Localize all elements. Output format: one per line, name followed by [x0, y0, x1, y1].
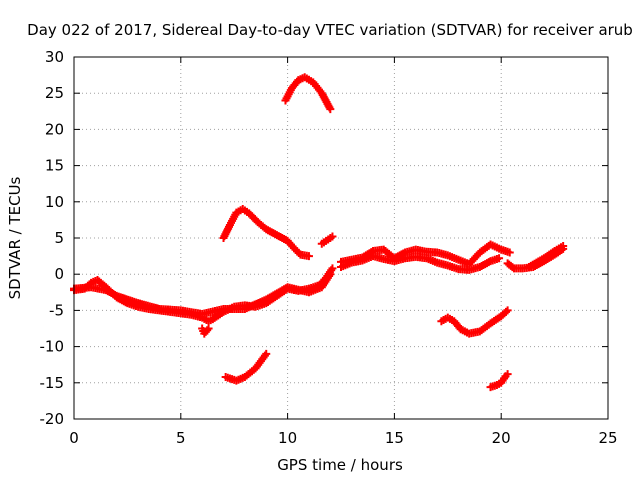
- y-tick-label: 20: [45, 120, 64, 138]
- y-tick-label: 15: [45, 157, 64, 175]
- x-tick-label: 10: [278, 429, 297, 447]
- data-point: [262, 349, 271, 358]
- data-point: [328, 264, 337, 273]
- data-point: [326, 105, 335, 114]
- x-tick-label: 20: [492, 429, 511, 447]
- grid: [74, 57, 608, 419]
- data-points: [70, 73, 568, 392]
- x-tick-label: 25: [598, 429, 617, 447]
- y-tick-label: 10: [45, 193, 64, 211]
- plot-frame: [73, 56, 609, 420]
- data-point: [508, 263, 517, 272]
- x-tick-label: 5: [176, 429, 186, 447]
- data-point: [503, 306, 512, 315]
- y-tick-label: 30: [45, 48, 64, 66]
- y-tick-label: -15: [40, 374, 65, 392]
- y-axis-label: SDTVAR / TECUs: [6, 176, 24, 299]
- data-point: [559, 241, 568, 250]
- x-tick-label: 15: [385, 429, 404, 447]
- y-tick-label: 0: [54, 265, 64, 283]
- y-tick-label: -10: [40, 338, 65, 356]
- chart-title: Day 022 of 2017, Sidereal Day-to-day VTE…: [27, 21, 633, 39]
- data-point: [304, 252, 313, 261]
- data-point: [502, 307, 511, 316]
- x-tick-label: 0: [69, 429, 79, 447]
- data-point: [505, 248, 514, 257]
- y-tick-label: 25: [45, 84, 64, 102]
- y-tick-label: 5: [54, 229, 64, 247]
- axis-ticks: 0 5 10 15 20 25 -20 -15 -10 -5 0 5 10 15 20 25 30: [40, 48, 618, 447]
- data-point: [503, 370, 512, 379]
- y-tick-label: -20: [40, 410, 65, 428]
- data-point: [204, 324, 213, 333]
- data-point: [328, 232, 337, 241]
- data-point: [495, 254, 504, 263]
- x-axis-label: GPS time / hours: [277, 456, 403, 474]
- y-tick-label: -5: [49, 301, 64, 319]
- data-point: [326, 270, 335, 279]
